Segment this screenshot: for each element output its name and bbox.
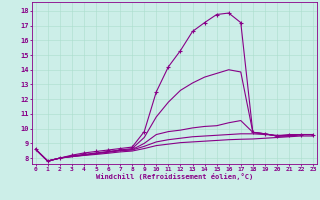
X-axis label: Windchill (Refroidissement éolien,°C): Windchill (Refroidissement éolien,°C) (96, 173, 253, 180)
